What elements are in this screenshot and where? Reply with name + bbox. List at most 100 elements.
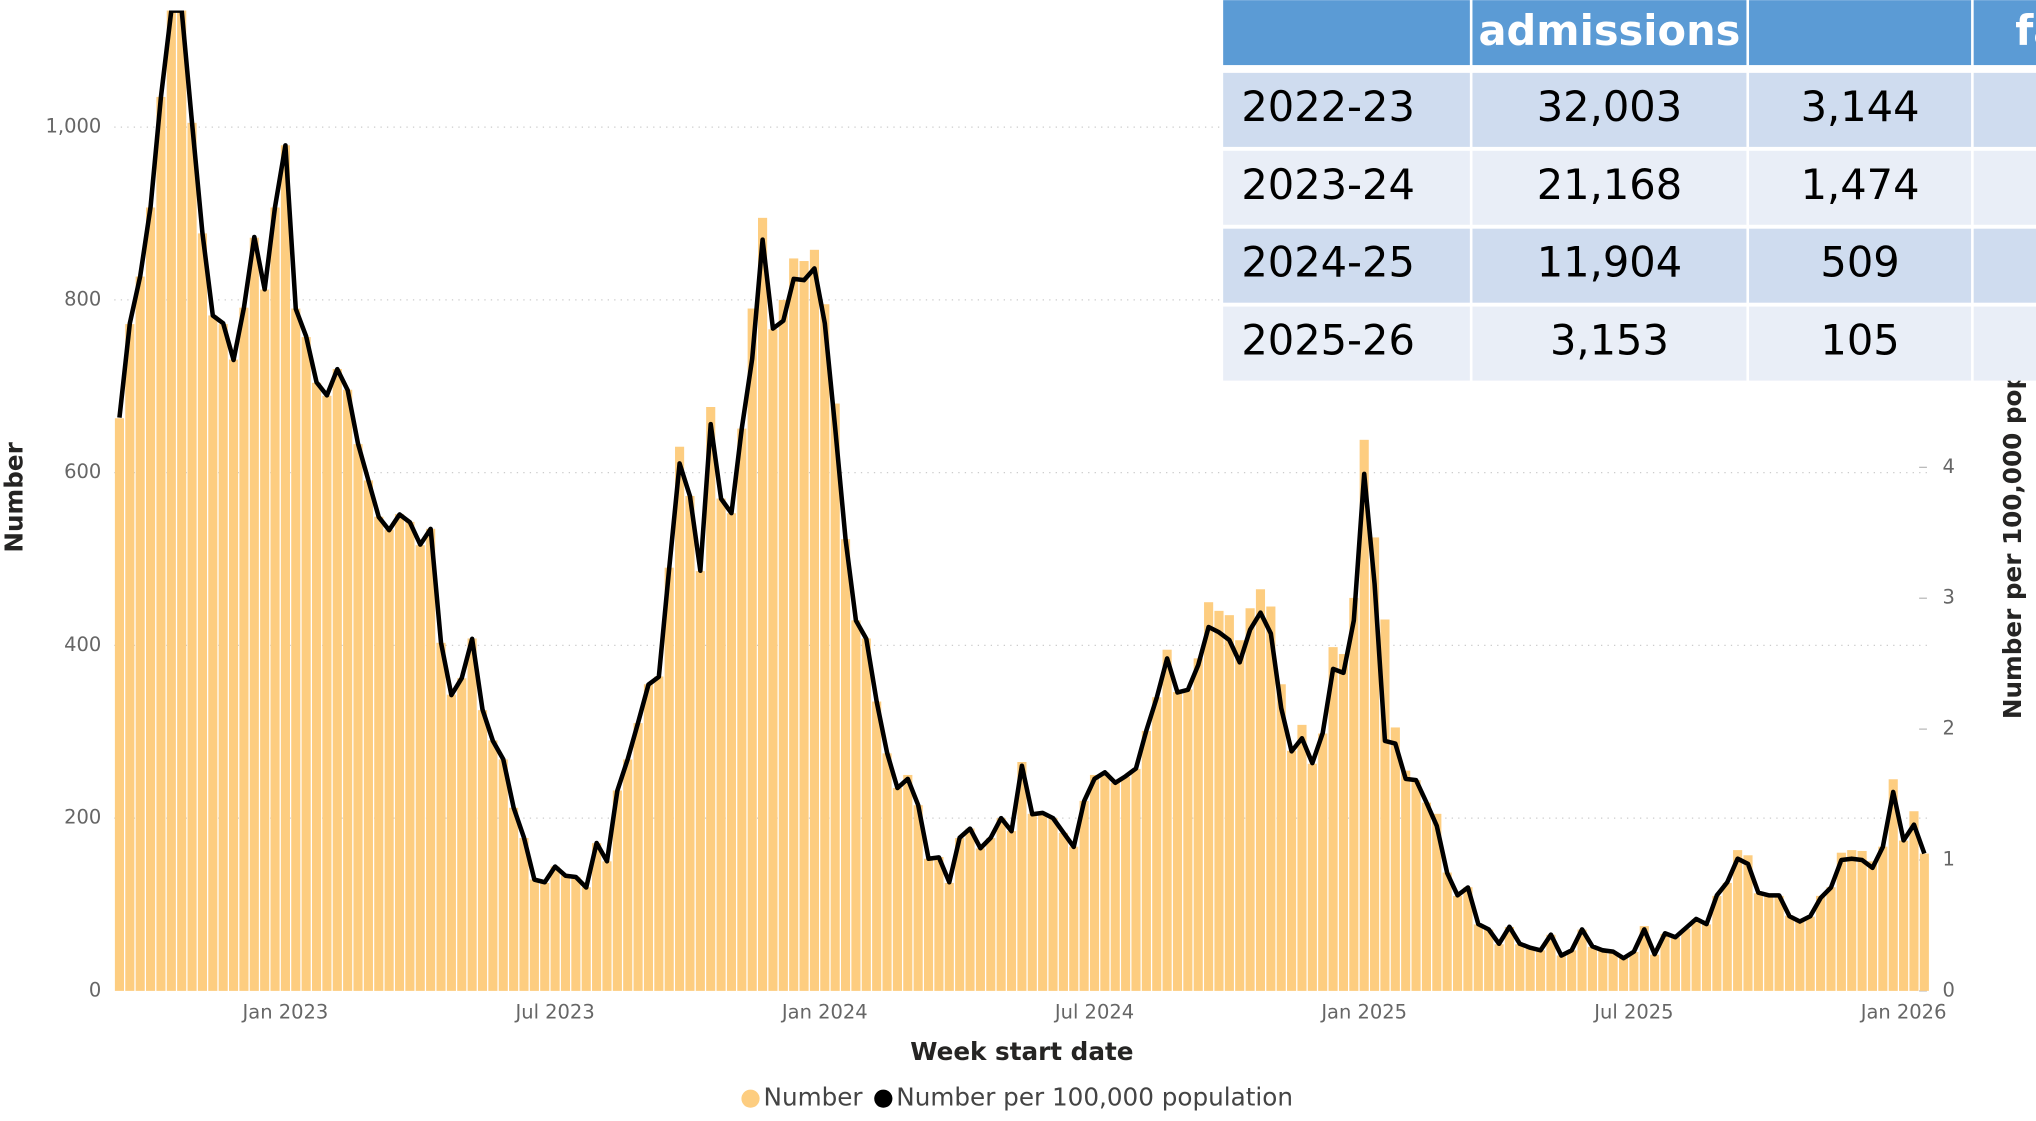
header-cell: [1223, 0, 1470, 66]
bar: [270, 207, 280, 991]
bar: [882, 753, 892, 991]
bar: [394, 514, 405, 991]
bar: [768, 329, 778, 991]
bar: [239, 307, 249, 991]
bar: [156, 96, 166, 991]
legend-marker: [741, 1089, 760, 1108]
bar: [1546, 934, 1556, 991]
bar: [1245, 608, 1255, 991]
bar: [664, 567, 674, 991]
bar: [519, 838, 529, 991]
plot-area: [114, 10, 1929, 991]
bar: [1152, 697, 1162, 991]
bar: [1463, 887, 1473, 991]
y-tick-label: 200: [64, 806, 101, 829]
bar: [1089, 774, 1100, 991]
bar: [166, 10, 176, 991]
x-tick-label: Jan 2025: [1320, 1000, 1407, 1023]
bar: [509, 807, 519, 991]
bar: [1660, 933, 1670, 991]
bar: [1100, 772, 1110, 991]
bar: [540, 882, 550, 991]
bar: [1235, 640, 1245, 991]
bar: [301, 337, 311, 991]
bar: [457, 678, 467, 991]
bar: [135, 276, 145, 991]
bar: [1121, 776, 1131, 991]
bar: [643, 684, 654, 991]
bar: [1276, 684, 1286, 991]
table-text: 11,904: [1537, 238, 1682, 287]
table-cell: [1973, 228, 2036, 303]
bar: [1753, 893, 1763, 991]
bar: [872, 701, 882, 991]
bar: [291, 308, 301, 991]
bar: [1110, 782, 1120, 991]
bar: [633, 723, 643, 991]
bar: [1307, 763, 1317, 991]
bar: [1774, 895, 1784, 991]
bar: [1681, 928, 1691, 991]
bar: [944, 882, 954, 991]
bar: [1857, 850, 1867, 991]
bar: [498, 759, 508, 991]
bar: [1038, 812, 1048, 991]
bar: [675, 446, 685, 991]
bar: [1504, 926, 1514, 991]
x-tick-label: Jan 2023: [242, 1000, 329, 1023]
bar: [726, 513, 737, 991]
bar: [322, 395, 332, 991]
header-text: fa: [2015, 6, 2036, 55]
table-cell: [1749, 72, 1972, 147]
bar: [1473, 924, 1483, 991]
bar: [1535, 950, 1546, 991]
bar: [934, 857, 944, 991]
bar: [996, 818, 1006, 991]
bar: [1525, 947, 1535, 991]
bar: [1484, 929, 1494, 991]
bar: [1204, 602, 1214, 991]
y2-tick-label: 0: [1943, 978, 1955, 1001]
bar: [799, 261, 809, 991]
bar: [1048, 818, 1058, 991]
bar: [1764, 895, 1774, 991]
bar: [446, 694, 456, 991]
y-tick-label: 600: [64, 460, 101, 483]
table-text: 2025-26: [1241, 316, 1415, 365]
bar: [1556, 955, 1566, 991]
x-tick-label: Jan 2024: [781, 1000, 868, 1023]
bar: [550, 866, 560, 991]
bar: [488, 740, 498, 991]
bar: [955, 838, 965, 991]
bar: [1816, 895, 1826, 991]
table-cell: [1223, 150, 1470, 225]
bar: [1587, 946, 1597, 991]
bar: [374, 516, 384, 991]
y-tick-label: 800: [64, 287, 101, 310]
bar: [1826, 887, 1836, 991]
bar: [892, 787, 902, 991]
table-cell: [1472, 228, 1747, 303]
table-cell: [1749, 228, 1972, 303]
y2-tick-label: 3: [1943, 586, 1955, 609]
bar: [913, 805, 923, 991]
table-cell: [1223, 72, 1470, 147]
bar: [1608, 952, 1618, 991]
bar: [1442, 872, 1452, 991]
x-axis-title: Week start date: [910, 1037, 1133, 1066]
bar: [923, 858, 934, 991]
bar: [1650, 954, 1660, 991]
bar: [467, 638, 477, 991]
bar: [758, 217, 768, 991]
y2-tick-label: 4: [1943, 455, 1955, 478]
bar: [260, 289, 270, 991]
bar: [1141, 730, 1151, 991]
bar: [1214, 610, 1224, 991]
bar: [1266, 606, 1276, 991]
bar: [695, 571, 705, 991]
bar: [125, 324, 135, 991]
bar: [1670, 937, 1680, 991]
bar: [1515, 944, 1525, 991]
bar: [685, 495, 695, 991]
bar: [426, 528, 436, 991]
